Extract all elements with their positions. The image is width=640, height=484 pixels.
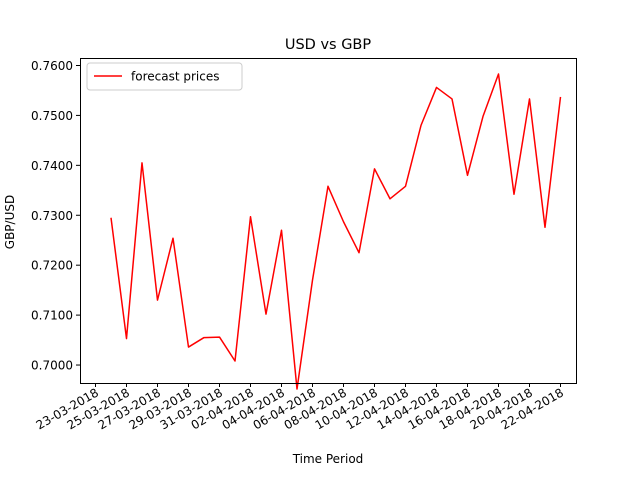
axes-background <box>80 58 576 383</box>
legend-box <box>86 62 243 91</box>
axes-frame <box>80 58 577 384</box>
y-tick-label: 0.7600 <box>31 59 73 73</box>
series-line-0 <box>110 73 562 390</box>
y-tick-label: 0.7400 <box>31 159 73 173</box>
legend: forecast prices <box>86 62 243 91</box>
y-axis-label: GBP/USD <box>3 195 17 249</box>
y-tick-label: 0.7500 <box>31 109 73 123</box>
y-tick-label: 0.7300 <box>31 209 73 223</box>
y-tick-label: 0.7100 <box>31 309 73 323</box>
chart-title: USD vs GBP <box>285 37 372 53</box>
plot-area <box>80 58 576 383</box>
series-layer <box>110 73 562 390</box>
x-axis-label: Time Period <box>292 452 364 466</box>
y-axis: 0.7000 0.7100 0.7200 0.7300 0.7400 0.7500 0.76… <box>31 59 80 373</box>
y-tick-label: 0.7000 <box>31 359 73 373</box>
legend-label: forecast prices <box>131 70 219 84</box>
y-tick-label: 0.7200 <box>31 259 73 273</box>
